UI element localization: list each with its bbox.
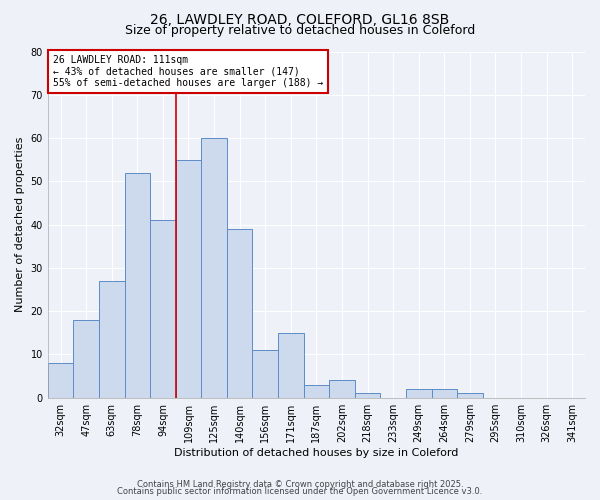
Bar (227, 229, 253, 398)
Bar (278, 333, 304, 398)
Text: 26 LAWDLEY ROAD: 111sqm
← 43% of detached houses are smaller (147)
55% of semi-d: 26 LAWDLEY ROAD: 111sqm ← 43% of detache… (53, 55, 323, 88)
Bar (457, 394, 482, 398)
Bar (73, 320, 99, 398)
Y-axis label: Number of detached properties: Number of detached properties (15, 137, 25, 312)
Text: Contains HM Land Registry data © Crown copyright and database right 2025.: Contains HM Land Registry data © Crown c… (137, 480, 463, 489)
Bar (125, 172, 150, 398)
Bar (48, 363, 73, 398)
Bar (253, 350, 278, 398)
Bar (150, 220, 176, 398)
Bar (99, 281, 125, 398)
Bar (355, 394, 380, 398)
Text: 26, LAWDLEY ROAD, COLEFORD, GL16 8SB: 26, LAWDLEY ROAD, COLEFORD, GL16 8SB (151, 12, 449, 26)
Bar (304, 384, 329, 398)
Text: Size of property relative to detached houses in Coleford: Size of property relative to detached ho… (125, 24, 475, 37)
Bar (329, 380, 355, 398)
Bar (406, 389, 431, 398)
Text: Contains public sector information licensed under the Open Government Licence v3: Contains public sector information licen… (118, 487, 482, 496)
X-axis label: Distribution of detached houses by size in Coleford: Distribution of detached houses by size … (174, 448, 458, 458)
Bar (176, 160, 201, 398)
Bar (431, 389, 457, 398)
Bar (201, 138, 227, 398)
